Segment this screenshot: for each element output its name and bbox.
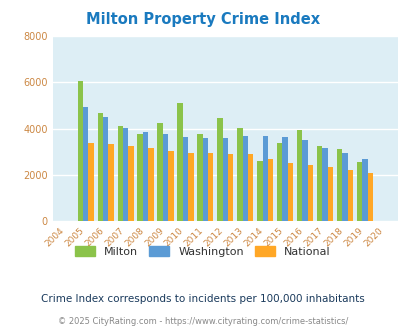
Bar — [182, 137, 188, 221]
Bar — [247, 154, 253, 221]
Text: Crime Index corresponds to incidents per 100,000 inhabitants: Crime Index corresponds to incidents per… — [41, 294, 364, 304]
Legend: Milton, Washington, National: Milton, Washington, National — [72, 242, 333, 260]
Bar — [162, 134, 168, 221]
Bar — [202, 138, 208, 221]
Bar — [188, 153, 193, 221]
Bar — [282, 137, 287, 221]
Bar — [341, 153, 347, 221]
Bar — [117, 126, 123, 221]
Bar — [97, 113, 103, 221]
Bar — [347, 170, 352, 221]
Bar — [307, 164, 312, 221]
Bar — [237, 127, 242, 221]
Bar — [148, 148, 153, 221]
Bar — [108, 144, 113, 221]
Bar — [296, 130, 302, 221]
Bar — [327, 167, 333, 221]
Bar — [83, 107, 88, 221]
Bar — [128, 146, 133, 221]
Bar — [242, 136, 247, 221]
Bar — [302, 140, 307, 221]
Bar — [322, 148, 327, 221]
Bar — [356, 162, 361, 221]
Bar — [316, 146, 322, 221]
Bar — [256, 161, 262, 221]
Bar — [77, 81, 83, 221]
Bar — [88, 143, 94, 221]
Bar — [137, 134, 143, 221]
Bar — [361, 159, 367, 221]
Bar — [267, 159, 273, 221]
Bar — [287, 163, 292, 221]
Bar — [367, 173, 372, 221]
Bar — [222, 138, 228, 221]
Bar — [177, 103, 182, 221]
Bar — [217, 118, 222, 221]
Bar — [143, 132, 148, 221]
Bar — [197, 134, 202, 221]
Bar — [208, 153, 213, 221]
Bar — [336, 149, 341, 221]
Bar — [262, 136, 267, 221]
Bar — [157, 123, 162, 221]
Bar — [103, 117, 108, 221]
Bar — [228, 154, 233, 221]
Text: © 2025 CityRating.com - https://www.cityrating.com/crime-statistics/: © 2025 CityRating.com - https://www.city… — [58, 317, 347, 326]
Text: Milton Property Crime Index: Milton Property Crime Index — [86, 12, 319, 26]
Bar — [277, 143, 282, 221]
Bar — [123, 127, 128, 221]
Bar — [168, 150, 173, 221]
